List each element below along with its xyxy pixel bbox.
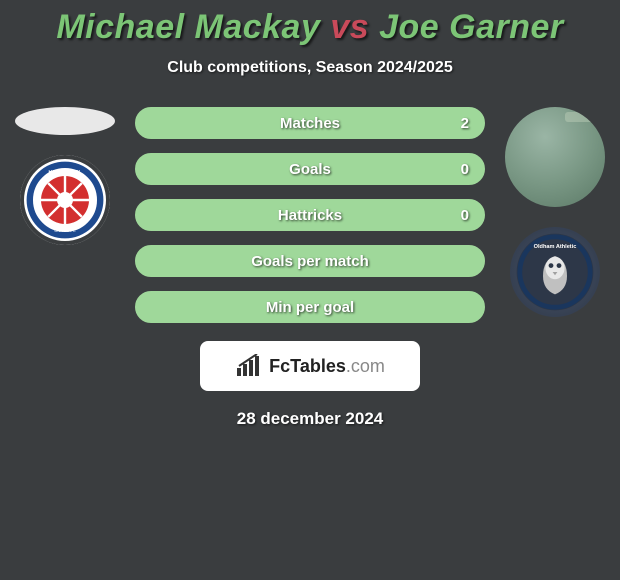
brand-suffix: .com — [346, 356, 385, 376]
stat-value-right: 0 — [461, 207, 469, 224]
hartlepool-badge-icon: HARTLEPOOL UNITED FC — [25, 160, 105, 240]
stats-column: Matches 2 Goals 0 Hattricks 0 Goals per … — [120, 107, 500, 323]
stat-label: Hattricks — [278, 207, 342, 224]
player-left-photo — [15, 107, 115, 135]
stat-label: Goals — [289, 161, 331, 178]
date-label: 28 december 2024 — [0, 409, 620, 429]
brand-prefix: Fc — [269, 356, 290, 376]
stat-bar-goals: Goals 0 — [135, 153, 485, 185]
svg-text:Oldham Athletic: Oldham Athletic — [534, 244, 577, 250]
stat-label: Matches — [280, 115, 340, 132]
stat-bar-goals-per-match: Goals per match — [135, 245, 485, 277]
right-column: Oldham Athletic — [500, 107, 610, 317]
left-club-badge: HARTLEPOOL UNITED FC — [20, 155, 110, 245]
page-title: Michael Mackay vs Joe Garner — [0, 0, 620, 47]
oldham-badge-icon: Oldham Athletic — [515, 232, 595, 312]
stat-bar-matches: Matches 2 — [135, 107, 485, 139]
stat-value-right: 0 — [461, 161, 469, 178]
main-row: HARTLEPOOL UNITED FC Matches 2 Goals 0 H… — [0, 107, 620, 323]
chart-icon — [235, 354, 263, 378]
footer-brand-text: FcTables.com — [269, 356, 385, 377]
svg-text:HARTLEPOOL: HARTLEPOOL — [48, 169, 81, 175]
stat-bar-hattricks: Hattricks 0 — [135, 199, 485, 231]
title-vs: vs — [330, 8, 369, 46]
infographic-container: Michael Mackay vs Joe Garner Club compet… — [0, 0, 620, 580]
footer-brand-logo: FcTables.com — [200, 341, 420, 391]
player-left-name: Michael Mackay — [56, 8, 320, 46]
svg-text:UNITED FC: UNITED FC — [54, 228, 75, 233]
stat-bar-min-per-goal: Min per goal — [135, 291, 485, 323]
right-club-badge: Oldham Athletic — [510, 227, 600, 317]
player-right-photo — [505, 107, 605, 207]
stat-label: Min per goal — [266, 299, 354, 316]
stat-label: Goals per match — [251, 253, 369, 270]
player-right-name: Joe Garner — [379, 8, 564, 46]
subtitle: Club competitions, Season 2024/2025 — [0, 59, 620, 77]
left-column: HARTLEPOOL UNITED FC — [10, 107, 120, 245]
stat-value-right: 2 — [461, 115, 469, 132]
brand-main: Tables — [290, 356, 346, 376]
